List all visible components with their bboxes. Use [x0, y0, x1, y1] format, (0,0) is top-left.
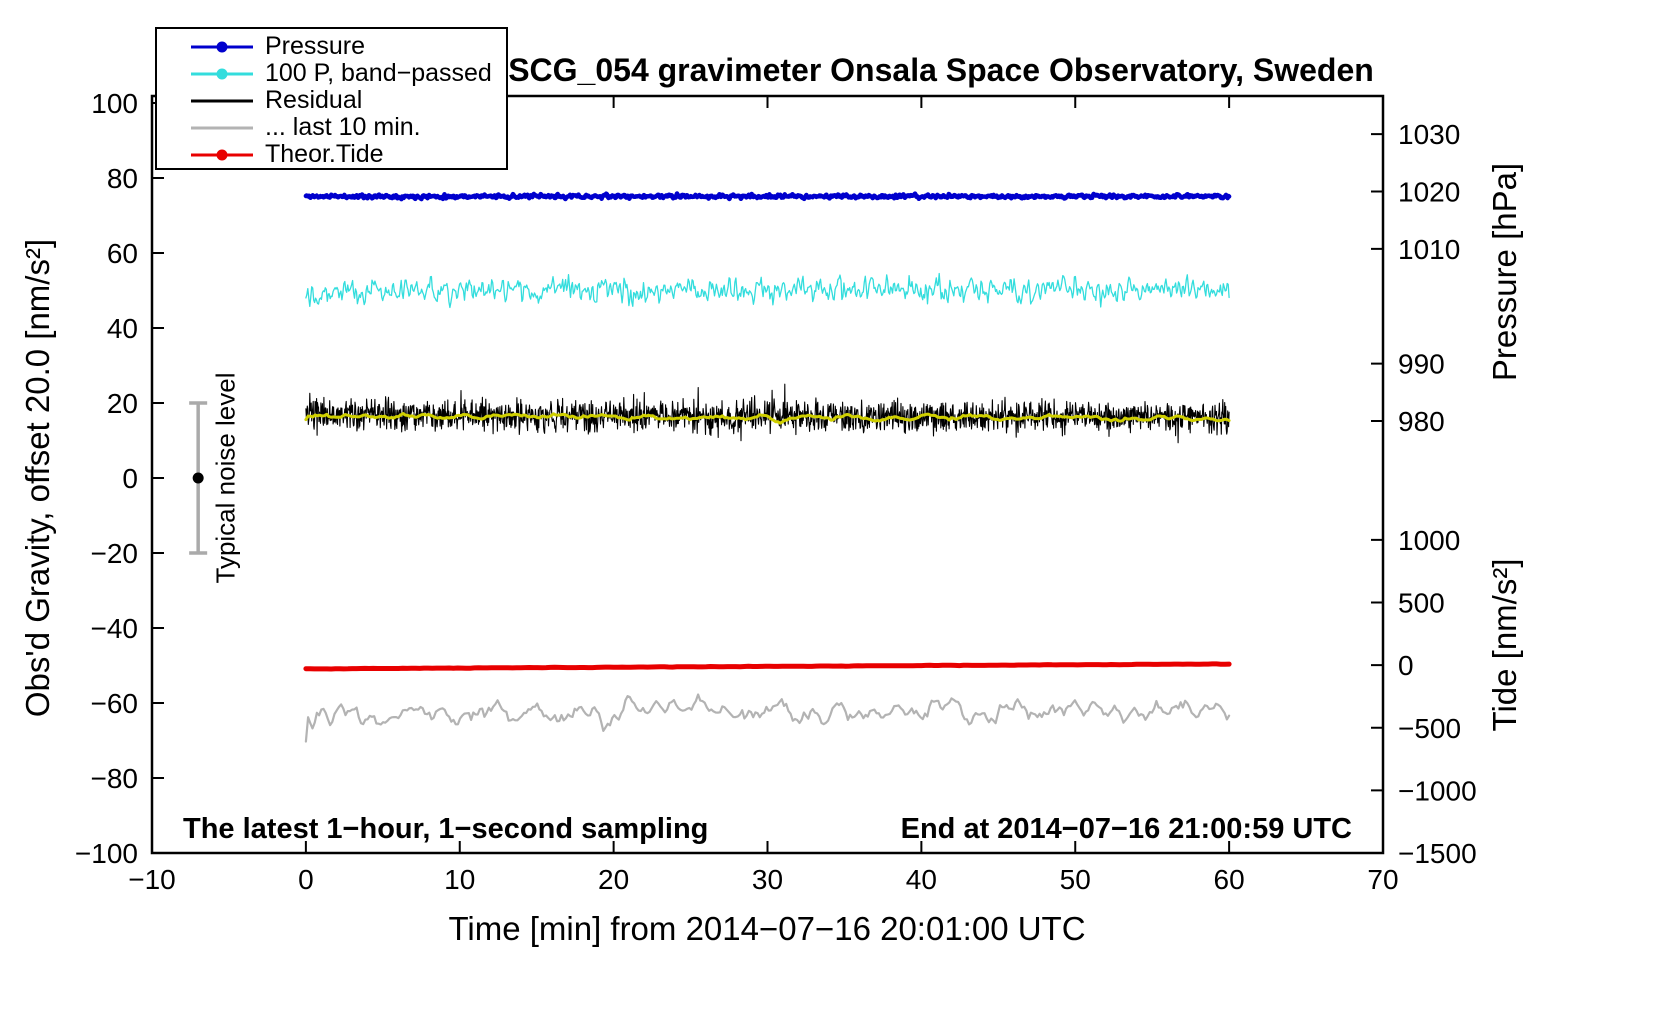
- svg-text:0: 0: [122, 463, 138, 494]
- legend-marker-line: [191, 126, 253, 129]
- legend-marker-dot: [216, 41, 228, 52]
- sampling-annotation: The latest 1−hour, 1−second sampling: [183, 813, 709, 845]
- svg-text:−40: −40: [91, 613, 139, 644]
- svg-text:−20: −20: [91, 538, 139, 569]
- svg-text:80: 80: [107, 163, 138, 194]
- legend-marker-dot: [216, 68, 228, 79]
- svg-text:−1500: −1500: [1398, 838, 1477, 869]
- legend-label-pressure: Pressure: [265, 32, 366, 60]
- svg-text:1030: 1030: [1398, 119, 1460, 150]
- svg-text:0: 0: [298, 864, 314, 895]
- noise-level-label: Typical noise level: [210, 372, 241, 584]
- legend-item-residual: Residual: [157, 86, 506, 114]
- svg-text:1010: 1010: [1398, 234, 1460, 265]
- legend-marker-last10min: [191, 114, 253, 141]
- chart-title: SCG_054 gravimeter Onsala Space Observat…: [508, 52, 1374, 88]
- svg-text:990: 990: [1398, 349, 1445, 380]
- svg-text:20: 20: [107, 388, 138, 419]
- svg-text:20: 20: [598, 864, 629, 895]
- y-axis-label-pressure: Pressure [hPa]: [1486, 162, 1523, 382]
- legend-item-last10min: ... last 10 min.: [157, 113, 506, 141]
- legend-label-theortide: Theor.Tide: [265, 140, 384, 168]
- legend-marker-theortide: [191, 141, 253, 168]
- svg-text:1000: 1000: [1398, 525, 1460, 556]
- legend-marker-line: [191, 99, 253, 102]
- legend-label-last10min: ... last 10 min.: [265, 113, 421, 141]
- legend-marker-bandpassed: [191, 60, 253, 87]
- legend-item-theortide: Theor.Tide: [157, 140, 506, 168]
- svg-text:30: 30: [752, 864, 783, 895]
- svg-text:500: 500: [1398, 588, 1445, 619]
- legend-label-residual: Residual: [265, 86, 363, 114]
- y-axis-label-tide: Tide [nm/s²]: [1486, 558, 1523, 732]
- svg-text:−100: −100: [75, 838, 138, 869]
- legend-item-bandpassed: 100 P, band−passed: [157, 59, 506, 87]
- svg-text:100: 100: [91, 88, 138, 119]
- svg-text:980: 980: [1398, 406, 1445, 437]
- svg-text:1020: 1020: [1398, 177, 1460, 208]
- svg-text:−60: −60: [91, 688, 139, 719]
- legend-item-pressure: Pressure: [157, 32, 506, 60]
- y-axis-label-gravity: Obs'd Gravity, offset 20.0 [nm/s²]: [19, 238, 56, 718]
- end-time-annotation: End at 2014−07−16 21:00:59 UTC: [900, 813, 1352, 845]
- svg-text:−1000: −1000: [1398, 775, 1477, 806]
- svg-text:40: 40: [107, 313, 138, 344]
- legend-marker-dot: [216, 149, 228, 160]
- legend: Pressure 100 P, band−passed Residual ...…: [155, 27, 508, 170]
- x-axis-label: Time [min] from 2014−07−16 20:01:00 UTC: [448, 910, 1086, 947]
- svg-text:60: 60: [107, 238, 138, 269]
- svg-text:0: 0: [1398, 650, 1414, 681]
- svg-text:60: 60: [1214, 864, 1245, 895]
- svg-text:10: 10: [444, 864, 475, 895]
- legend-marker-pressure: [191, 33, 253, 60]
- legend-label-bandpassed: 100 P, band−passed: [265, 59, 492, 87]
- svg-text:40: 40: [906, 864, 937, 895]
- legend-marker-residual: [191, 87, 253, 114]
- svg-text:50: 50: [1060, 864, 1091, 895]
- svg-text:−80: −80: [91, 763, 139, 794]
- svg-text:70: 70: [1367, 864, 1398, 895]
- svg-text:−500: −500: [1398, 713, 1461, 744]
- svg-text:−10: −10: [128, 864, 176, 895]
